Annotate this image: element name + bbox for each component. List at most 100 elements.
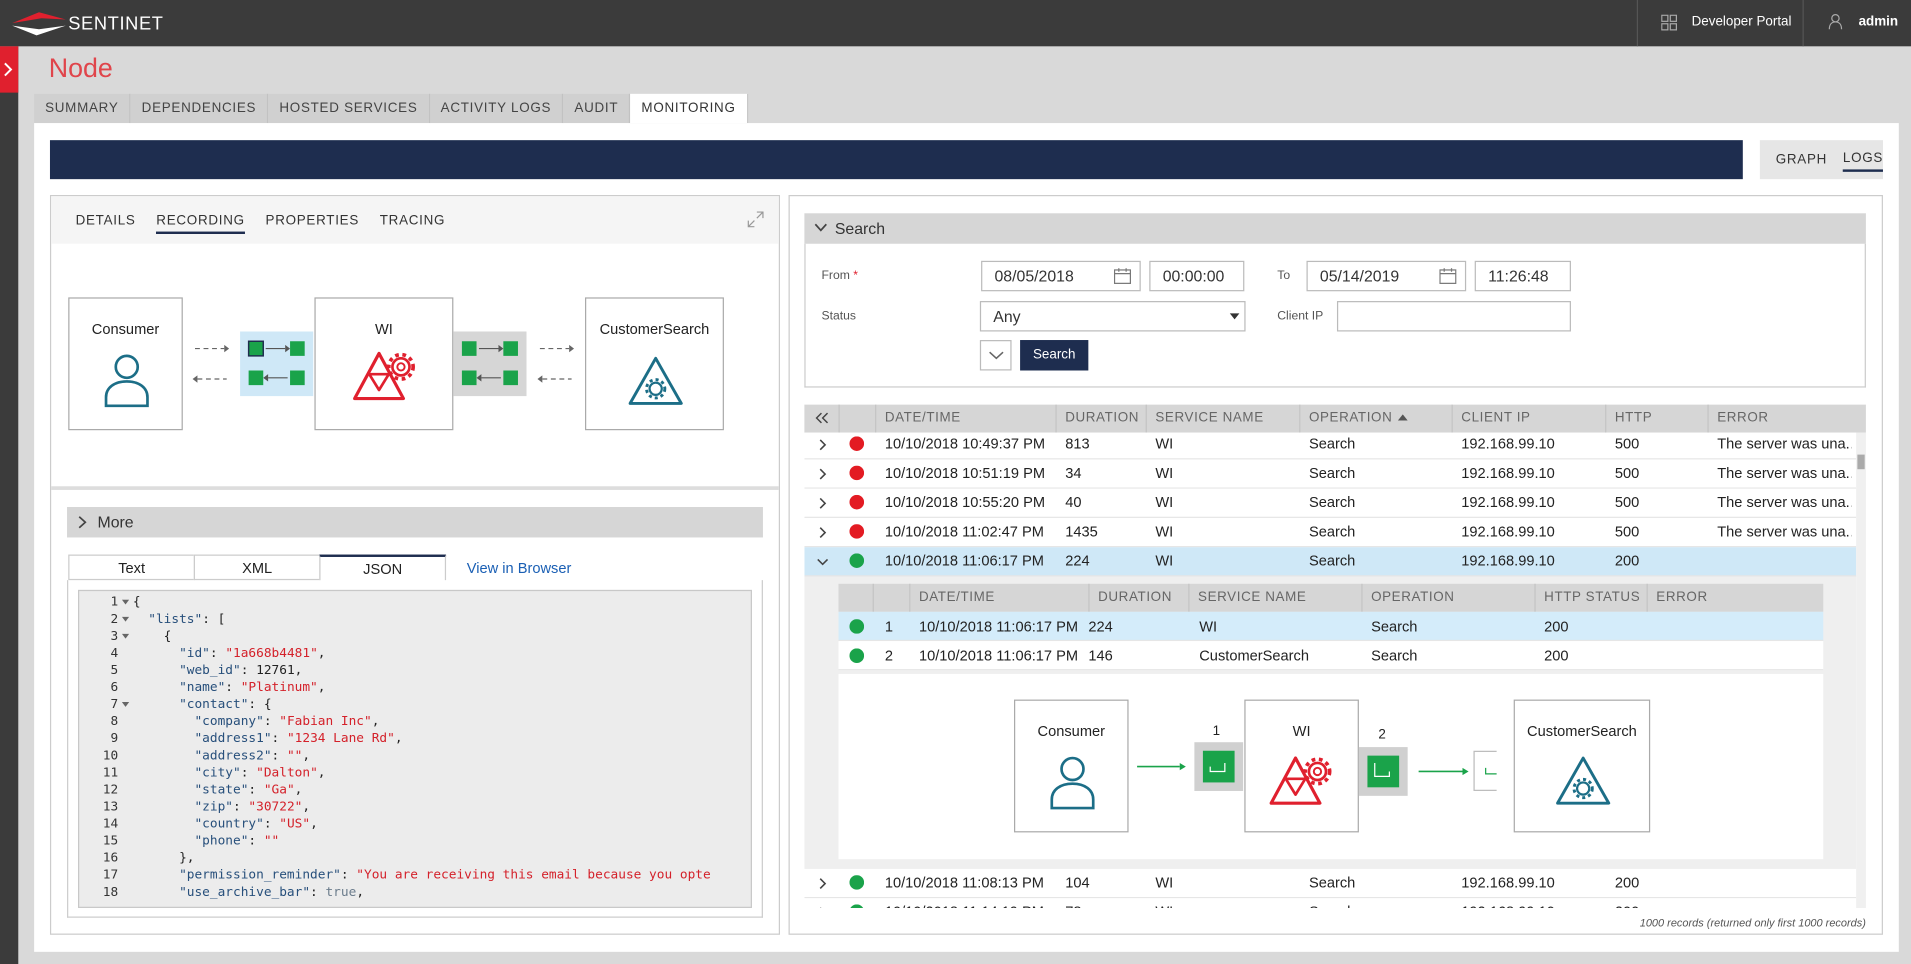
expand-chevron — [817, 527, 829, 539]
splitter[interactable] — [51, 486, 779, 490]
code-token: , — [318, 680, 326, 695]
cell: 40 — [1065, 494, 1141, 511]
log-row[interactable]: 10/10/2018 11:08:13 PM104WISearch192.168… — [804, 869, 1856, 898]
cell: 10/10/2018 10:49:37 PM — [885, 435, 1051, 452]
format-tab[interactable]: XML — [194, 555, 321, 581]
code-token: "use_archive_bar" — [133, 885, 310, 900]
input-value: 05/14/2019 — [1320, 267, 1399, 285]
view-in-browser-link[interactable]: View in Browser — [467, 559, 572, 576]
column-header[interactable]: ERROR — [1647, 584, 1824, 612]
sort-indicator — [1398, 414, 1408, 421]
tab[interactable]: AUDIT — [563, 94, 630, 123]
left-tab[interactable]: RECORDING — [156, 213, 245, 234]
code-token: "Platinum" — [241, 680, 318, 695]
client-ip-input[interactable] — [1337, 301, 1571, 331]
status-select[interactable]: Any — [980, 301, 1246, 331]
log-row[interactable]: 10/10/2018 11:14:19 PM78WISearch192.168.… — [804, 898, 1856, 908]
search-title: Search — [835, 219, 885, 237]
format-tab[interactable]: Text — [68, 555, 195, 581]
node[interactable]: Consumer — [68, 297, 183, 430]
user-icon — [1828, 13, 1843, 30]
left-tab[interactable]: DETAILS — [76, 213, 136, 234]
search-button[interactable]: Search — [1020, 340, 1088, 370]
node[interactable]: CustomerSearch — [1514, 700, 1651, 833]
more-bar[interactable]: More — [67, 507, 763, 537]
page-title: Node — [49, 52, 113, 84]
column-header[interactable]: ERROR — [1707, 405, 1856, 433]
expand-icon[interactable] — [747, 211, 764, 228]
log-row[interactable]: 10/10/2018 11:06:17 PM224WISearch192.168… — [804, 547, 1856, 576]
column-header[interactable]: DATE/TIME — [909, 584, 1088, 612]
from-date-input[interactable]: 08/05/2018 — [981, 261, 1141, 291]
tab[interactable]: HOSTED SERVICES — [268, 94, 429, 123]
cell: 200 — [1544, 618, 1568, 635]
code-token: "US" — [279, 817, 310, 832]
column-header[interactable]: CLIENT IP — [1452, 405, 1606, 433]
code-token: : — [233, 800, 248, 815]
code-token: "" — [264, 834, 279, 849]
node[interactable]: CustomerSearch — [585, 297, 724, 430]
side-toggle[interactable] — [0, 46, 18, 92]
cell: 104 — [1065, 874, 1141, 891]
to-date-input[interactable]: 05/14/2019 — [1307, 261, 1467, 291]
tab[interactable]: DEPENDENCIES — [131, 94, 269, 123]
toggle-option[interactable]: LOGS — [1843, 147, 1883, 171]
code-token: "web_id" — [133, 663, 241, 678]
cell: 192.168.99.10 — [1461, 435, 1600, 452]
from-time-input[interactable]: 00:00:00 — [1149, 261, 1244, 291]
node[interactable]: Consumer — [1014, 700, 1129, 833]
cell: Search — [1309, 523, 1447, 540]
log-row[interactable]: 10/10/2018 10:49:37 PM813WISearch192.168… — [804, 433, 1856, 460]
status-dot — [849, 875, 864, 890]
cell: 1 — [885, 618, 893, 635]
search-header[interactable]: Search — [804, 213, 1866, 243]
detail-row[interactable]: 110/10/2018 11:06:17 PM224WISearch200 — [839, 612, 1824, 641]
scroll-thumb[interactable] — [1857, 455, 1864, 470]
node-label: CustomerSearch — [586, 321, 723, 338]
code-token: : — [341, 868, 356, 883]
log-row[interactable]: 10/10/2018 10:51:19 PM34WISearch192.168.… — [804, 459, 1856, 488]
column-header[interactable]: SERVICE NAME — [1188, 584, 1361, 612]
code-line: "name": "Platinum", — [133, 680, 326, 695]
cell: WI — [1155, 903, 1294, 908]
to-label: To — [1277, 269, 1290, 282]
code-line: "company": "Fabian Inc", — [133, 714, 380, 729]
tab[interactable]: ACTIVITY LOGS — [430, 94, 564, 123]
tab[interactable]: MONITORING — [630, 94, 747, 123]
column-header[interactable]: DURATION — [1088, 584, 1188, 612]
user-menu[interactable]: admin — [1859, 15, 1898, 30]
advanced-toggle[interactable] — [980, 340, 1012, 370]
detail-row[interactable]: 210/10/2018 11:06:17 PM146CustomerSearch… — [839, 641, 1824, 670]
left-tab[interactable]: TRACING — [380, 213, 445, 234]
column-header[interactable]: DURATION — [1055, 405, 1145, 433]
left-tab[interactable]: PROPERTIES — [266, 213, 360, 234]
developer-portal-link[interactable]: Developer Portal — [1692, 15, 1792, 30]
log-row[interactable]: 10/10/2018 11:02:47 PM1435WISearch192.16… — [804, 518, 1856, 547]
code-line: "contact": { — [133, 697, 272, 712]
format-tab[interactable]: JSON — [319, 555, 446, 581]
code-token: "zip" — [133, 800, 233, 815]
column-header[interactable]: DATE/TIME — [875, 405, 1055, 433]
tab[interactable]: SUMMARY — [34, 94, 131, 123]
collapse-all[interactable] — [814, 412, 829, 424]
code-token: , — [395, 731, 403, 746]
cell: WI — [1155, 523, 1294, 540]
column-header[interactable]: HTTP STATUS — [1605, 405, 1707, 433]
log-row[interactable]: 10/10/2018 10:55:20 PM40WISearch192.168.… — [804, 489, 1856, 518]
toggle-option[interactable]: GRAPH — [1776, 149, 1827, 171]
to-time-input[interactable]: 11:26:48 — [1475, 261, 1571, 291]
cell: The server was una... — [1717, 464, 1851, 481]
fold-marker — [122, 617, 129, 623]
column-header[interactable]: OPERATION — [1299, 405, 1451, 433]
column-header[interactable]: SERVICE NAME — [1146, 405, 1300, 433]
code-token: 12761 — [256, 663, 295, 678]
more-label: More — [98, 513, 134, 531]
column-header[interactable]: HTTP STATUS — [1534, 584, 1646, 612]
column-header[interactable]: OPERATION — [1361, 584, 1534, 612]
line-number: 9 — [79, 731, 118, 746]
cell: 34 — [1065, 464, 1141, 481]
code-token: , — [372, 714, 380, 729]
cell: WI — [1155, 552, 1294, 569]
scrollbar[interactable] — [1856, 433, 1866, 908]
cell: 10/10/2018 11:14:19 PM — [885, 903, 1051, 908]
